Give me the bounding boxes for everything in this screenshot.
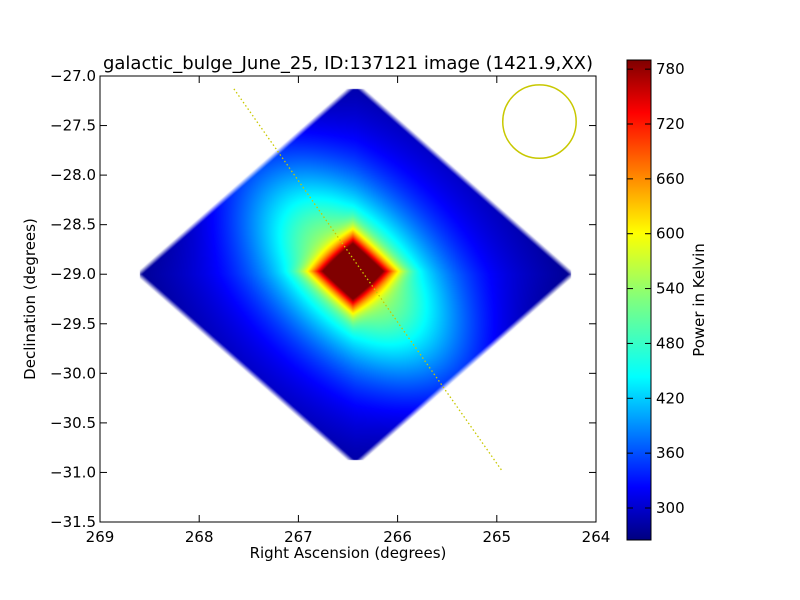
x-tick-label: 267 bbox=[284, 528, 313, 546]
y-tick-label: −27.0 bbox=[50, 67, 96, 85]
y-tick-label: −31.0 bbox=[50, 463, 96, 481]
y-tick-label: −30.0 bbox=[50, 364, 96, 382]
y-tick-label: −29.5 bbox=[50, 315, 96, 333]
plot-frame bbox=[99, 75, 597, 523]
colorbar-tick-label: 420 bbox=[656, 389, 685, 407]
y-tick-label: −29.0 bbox=[50, 265, 96, 283]
beam-size-circle bbox=[502, 84, 577, 160]
y-tick-label: −27.5 bbox=[50, 117, 96, 135]
heatmap-image bbox=[100, 76, 596, 522]
y-axis-label: Declination (degrees) bbox=[21, 218, 39, 380]
colorbar-tick-label: 360 bbox=[656, 444, 685, 462]
chart-title: galactic_bulge_June_25, ID:137121 image … bbox=[103, 53, 593, 74]
y-tick-label: −31.5 bbox=[50, 513, 96, 531]
beam-track-line bbox=[233, 88, 503, 471]
x-tick-label: 265 bbox=[482, 528, 511, 546]
colorbar-label: Power in Kelvin bbox=[690, 243, 708, 357]
colorbar-tick-label: 300 bbox=[656, 499, 685, 517]
colorbar-tick-label: 660 bbox=[656, 170, 685, 188]
x-tick-label: 269 bbox=[86, 528, 115, 546]
colorbar-tick-label: 540 bbox=[656, 280, 685, 298]
colorbar bbox=[626, 59, 652, 541]
colorbar-tick-label: 600 bbox=[656, 225, 685, 243]
x-tick-label: 266 bbox=[383, 528, 412, 546]
y-tick-label: −28.5 bbox=[50, 216, 96, 234]
colorbar-tick-label: 720 bbox=[656, 115, 685, 133]
y-tick-label: −28.0 bbox=[50, 166, 96, 184]
x-tick-label: 264 bbox=[582, 528, 611, 546]
colorbar-tick-label: 480 bbox=[656, 334, 685, 352]
y-tick-label: −30.5 bbox=[50, 414, 96, 432]
colorbar-tick-label: 780 bbox=[656, 60, 685, 78]
x-axis-label: Right Ascension (degrees) bbox=[250, 544, 447, 562]
x-tick-label: 268 bbox=[185, 528, 214, 546]
